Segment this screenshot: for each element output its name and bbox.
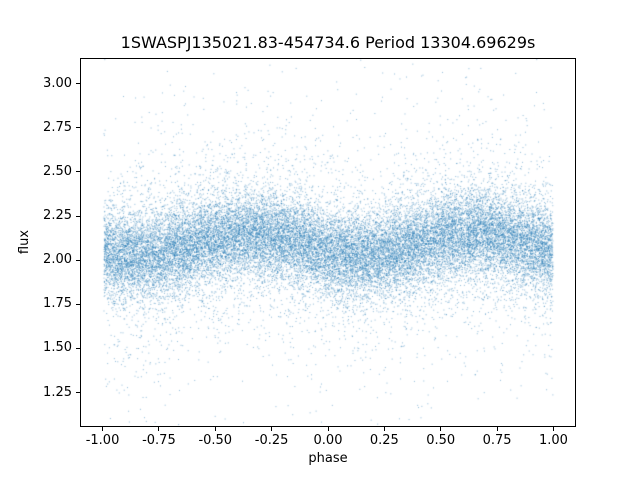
x-tick-mark — [496, 427, 498, 431]
x-tick-label: 0.75 — [482, 433, 512, 448]
x-tick-label: -0.50 — [198, 433, 233, 448]
y-tick-label: 2.50 — [43, 163, 72, 179]
x-tick-mark — [383, 427, 385, 431]
x-tick-mark — [327, 427, 329, 431]
y-tick-label: 3.00 — [43, 75, 72, 91]
y-tick-mark — [76, 392, 80, 394]
y-tick-label: 1.50 — [43, 340, 72, 356]
x-tick-label: -1.00 — [85, 433, 120, 448]
x-tick-label: 1.00 — [538, 433, 568, 448]
x-axis-label: phase — [308, 451, 348, 466]
x-tick-label: -0.75 — [142, 433, 176, 448]
x-tick-label: 0.00 — [313, 433, 343, 448]
y-axis-label: flux — [17, 229, 32, 255]
y-tick-mark — [76, 127, 80, 129]
y-tick-mark — [76, 215, 80, 217]
y-tick-mark — [76, 83, 80, 85]
y-tick-mark — [76, 303, 80, 305]
y-tick-label: 2.75 — [43, 119, 72, 135]
x-tick-mark — [102, 427, 104, 431]
x-tick-label: -0.25 — [254, 433, 289, 448]
y-tick-mark — [76, 259, 80, 261]
x-tick-mark — [158, 427, 160, 431]
x-tick-mark — [271, 427, 273, 431]
y-tick-mark — [76, 347, 80, 349]
y-tick-label: 2.25 — [43, 208, 72, 224]
y-tick-mark — [76, 171, 80, 173]
x-tick-mark — [214, 427, 216, 431]
x-tick-label: 0.50 — [426, 433, 456, 448]
chart-title: 1SWASPJ135021.83-454734.6 Period 13304.6… — [120, 33, 536, 52]
y-tick-label: 2.00 — [43, 252, 72, 268]
x-tick-mark — [552, 427, 554, 431]
y-tick-label: 1.75 — [43, 296, 72, 312]
x-tick-mark — [440, 427, 442, 431]
x-tick-label: 0.25 — [369, 433, 399, 448]
scatter-points-canvas — [81, 59, 575, 426]
y-tick-label: 1.25 — [43, 384, 72, 400]
